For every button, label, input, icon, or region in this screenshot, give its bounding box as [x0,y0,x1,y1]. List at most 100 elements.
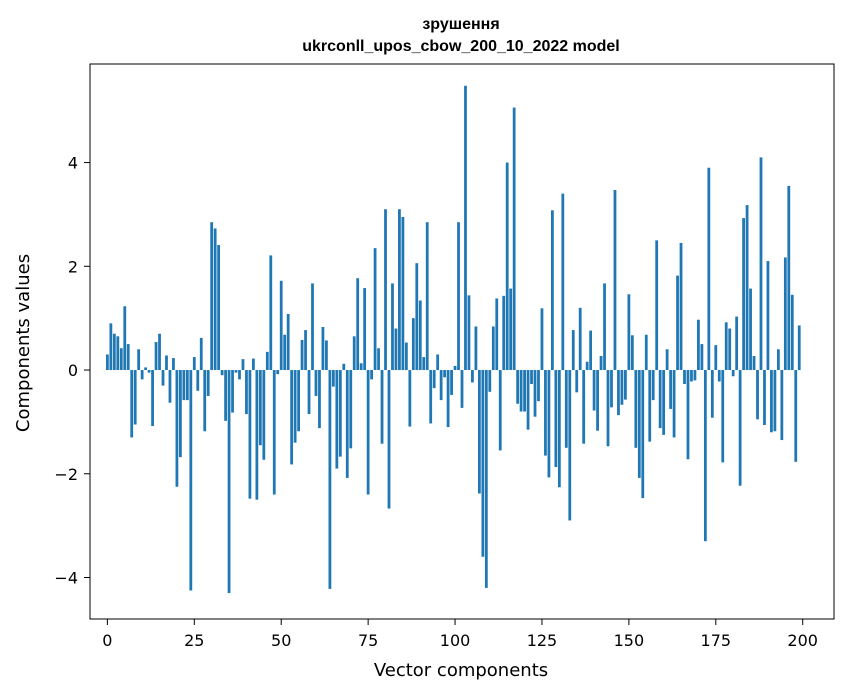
bar [279,280,283,371]
bar [724,322,728,371]
bar [453,365,457,371]
bar [717,370,721,382]
x-tick-label: 0 [102,631,112,650]
bar [679,242,683,371]
bars-group [105,85,801,594]
bar [147,370,151,373]
bar [530,370,533,385]
bar [745,205,749,371]
bar [519,370,523,412]
bar [304,330,307,371]
bar [721,370,725,463]
bar [199,337,203,371]
bar [335,370,339,469]
bar [401,217,405,371]
bar [641,370,645,499]
bar [436,354,440,371]
bar [130,370,134,438]
y-axis-ticks: −4 −2 0 2 4 [54,154,90,588]
bar [213,228,217,371]
bar [429,370,433,424]
bar [328,370,332,589]
bar [707,167,711,371]
chart-subtitle: ukrconll_upos_cbow_200_10_2022 model [302,38,619,55]
bar [154,342,158,371]
bar [464,85,467,371]
bar [370,370,373,380]
bar [491,326,495,371]
bar [109,323,113,371]
bar [634,370,638,448]
bar [140,370,144,380]
bar [752,356,756,371]
bar [460,370,464,408]
bar [651,370,655,401]
bar [749,288,752,371]
bar [700,344,704,371]
bar [477,370,481,494]
bar [158,333,161,371]
bar [624,370,627,400]
bar [509,288,513,371]
bar [495,298,499,371]
bar [363,288,367,371]
bar [474,326,478,371]
bar [561,193,565,371]
bar [318,370,321,429]
bar [735,316,739,371]
bar [168,370,172,403]
bar [286,314,290,371]
x-tick-label: 50 [271,631,291,650]
bar [498,370,502,451]
bar [797,325,801,371]
bar [359,363,363,371]
bar [252,358,255,371]
bar [297,370,300,432]
bar [133,370,137,425]
bar [763,370,766,426]
bar [770,370,773,433]
bar [658,370,662,429]
bar [227,370,231,594]
bar [787,185,791,371]
bar [272,370,276,495]
bar [710,370,714,418]
x-tick-label: 25 [184,631,204,650]
bar [630,335,634,371]
bar [703,370,707,542]
bar [637,370,641,478]
x-axis-ticks: 0 25 50 75 100 125 150 175 200 [102,619,818,650]
x-tick-label: 100 [440,631,471,650]
bar [665,349,669,371]
bar [311,283,314,371]
bar [512,107,516,371]
bar [349,370,353,449]
bar [283,334,287,371]
bar [238,370,241,380]
bar [505,162,509,371]
bar [780,370,784,441]
y-tick-label: −2 [54,465,78,484]
bar [672,370,676,438]
bar [443,370,447,378]
bar [599,356,603,371]
bar [394,328,398,371]
bar [540,308,544,371]
bar [551,210,554,371]
bar [662,370,666,435]
bar [582,370,586,444]
bar [578,307,582,371]
bar [617,370,620,416]
bar [693,370,697,381]
bar [137,349,141,371]
bar [676,275,679,371]
bar [366,370,370,495]
bar [342,363,346,371]
bar [231,370,234,413]
bar [373,248,377,371]
bar [105,354,109,371]
bar [352,336,356,371]
bar [686,370,690,460]
bar [533,370,537,417]
bar [338,370,342,457]
